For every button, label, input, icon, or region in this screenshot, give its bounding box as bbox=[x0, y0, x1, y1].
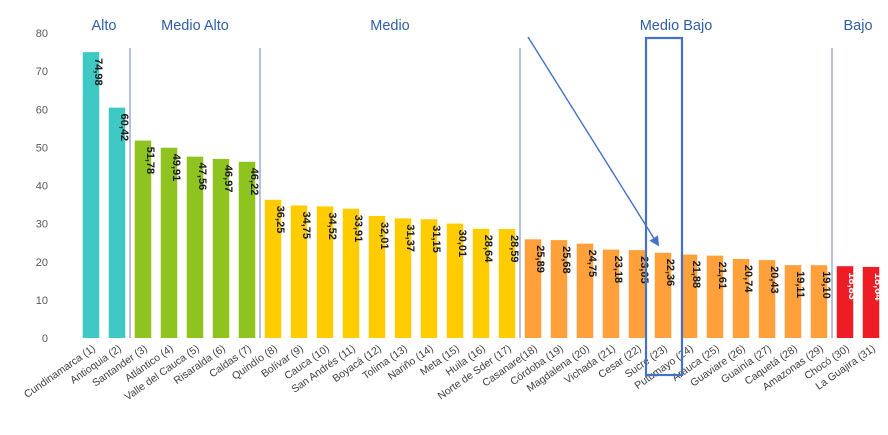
data-label: 51,78 bbox=[144, 147, 156, 175]
bar bbox=[836, 266, 854, 338]
y-tick-label: 50 bbox=[36, 142, 48, 154]
data-label: 34,75 bbox=[300, 212, 312, 240]
bar bbox=[628, 250, 646, 338]
group-labels: Alto Medio Alto Medio Medio Bajo Bajo bbox=[92, 18, 873, 34]
data-label: 18,64 bbox=[872, 273, 884, 301]
data-label: 23,18 bbox=[612, 256, 624, 284]
data-label: 28,64 bbox=[482, 235, 494, 263]
bar bbox=[316, 206, 334, 338]
data-label: 49,91 bbox=[170, 154, 182, 182]
bar bbox=[732, 258, 750, 338]
data-label: 24,75 bbox=[586, 250, 598, 278]
data-label: 34,52 bbox=[326, 212, 338, 240]
y-tick-label: 10 bbox=[36, 295, 48, 307]
y-tick-label: 70 bbox=[36, 66, 48, 78]
bar bbox=[394, 218, 412, 338]
bar bbox=[368, 215, 386, 338]
data-label: 31,37 bbox=[404, 224, 416, 252]
data-label: 74,98 bbox=[92, 58, 104, 86]
data-label: 20,74 bbox=[742, 265, 754, 293]
data-label: 25,68 bbox=[560, 246, 572, 274]
data-label: 19,10 bbox=[820, 271, 832, 299]
bar bbox=[602, 249, 620, 338]
highlight-box bbox=[644, 36, 684, 377]
data-label: 30,01 bbox=[456, 230, 468, 258]
y-tick-label: 20 bbox=[36, 257, 48, 269]
data-label: 31,15 bbox=[430, 225, 442, 253]
bars bbox=[82, 52, 880, 339]
data-label: 25,89 bbox=[534, 245, 546, 273]
bar bbox=[342, 208, 360, 338]
data-label: 32,01 bbox=[378, 222, 390, 250]
bar bbox=[108, 107, 126, 339]
bar bbox=[420, 219, 438, 338]
y-axis: 0 10 20 30 40 50 60 70 80 bbox=[36, 28, 48, 345]
bar bbox=[706, 255, 724, 338]
x-axis-category-labels: Cundinamarca (1)Antioquia (2)Santander (… bbox=[22, 343, 878, 404]
bar bbox=[758, 260, 776, 338]
group-label: Bajo bbox=[843, 18, 872, 34]
bar bbox=[810, 265, 828, 338]
bar bbox=[862, 266, 880, 338]
bar bbox=[550, 240, 568, 338]
data-label: 21,88 bbox=[690, 261, 702, 289]
group-label: Medio Alto bbox=[161, 18, 229, 34]
bar bbox=[186, 156, 204, 338]
y-tick-label: 30 bbox=[36, 219, 48, 231]
data-label: 28,59 bbox=[508, 235, 520, 263]
group-separators bbox=[129, 48, 833, 338]
bar bbox=[498, 229, 516, 338]
bar bbox=[576, 243, 594, 338]
highlight-arrow bbox=[527, 36, 660, 247]
data-labels: 74,98 60,42 51,78 49,91 47,56 46,97 46,22 36,25… bbox=[92, 58, 884, 301]
group-label: Alto bbox=[92, 18, 117, 34]
bar bbox=[212, 158, 230, 338]
bar bbox=[472, 228, 490, 338]
data-label: 18,83 bbox=[846, 272, 858, 300]
data-label: 20,43 bbox=[768, 266, 780, 294]
data-label: 46,22 bbox=[248, 168, 260, 196]
data-label: 60,42 bbox=[118, 114, 130, 142]
bar bbox=[784, 265, 802, 338]
data-label: 36,25 bbox=[274, 206, 286, 234]
bar bbox=[654, 252, 672, 338]
bar bbox=[446, 223, 464, 338]
bar bbox=[264, 199, 282, 338]
y-tick-label: 40 bbox=[36, 181, 48, 193]
y-tick-label: 80 bbox=[36, 28, 48, 40]
data-label: 33,91 bbox=[352, 215, 364, 243]
highlight-annotation bbox=[527, 36, 684, 377]
data-label: 21,61 bbox=[716, 262, 728, 290]
group-label: Medio Bajo bbox=[640, 18, 713, 34]
data-label: 19,11 bbox=[794, 271, 806, 298]
data-label: 46,97 bbox=[222, 165, 234, 193]
bar bbox=[290, 205, 308, 338]
bar bbox=[680, 254, 698, 338]
bar bbox=[82, 52, 100, 339]
y-tick-label: 0 bbox=[42, 333, 48, 345]
y-tick-label: 60 bbox=[36, 104, 48, 116]
data-label: 23,05 bbox=[638, 256, 650, 284]
bar bbox=[160, 147, 178, 338]
bar bbox=[134, 140, 152, 338]
group-label: Medio bbox=[370, 18, 410, 34]
bar bbox=[238, 161, 256, 338]
data-label: 22,36 bbox=[664, 259, 676, 287]
bar bbox=[524, 239, 542, 338]
data-label: 47,56 bbox=[196, 163, 208, 191]
